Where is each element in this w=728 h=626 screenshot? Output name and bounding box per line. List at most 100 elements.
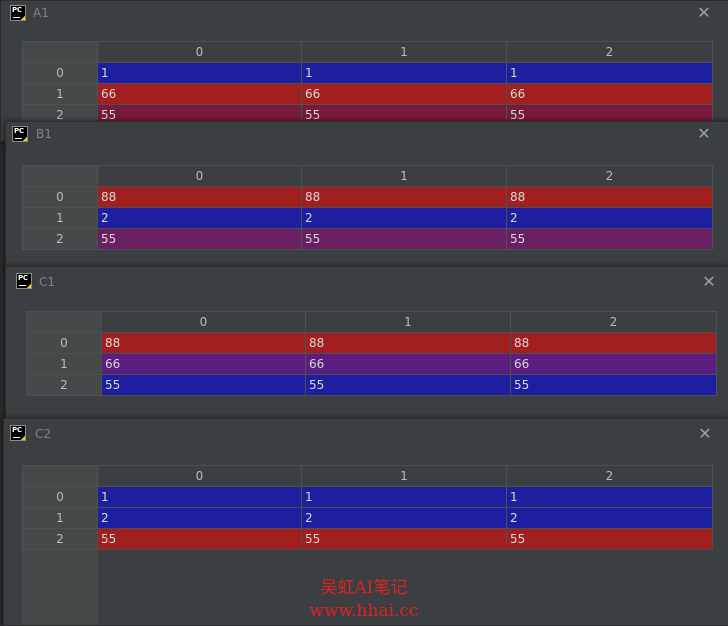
table-cell[interactable]: 66 [305, 353, 511, 375]
table-cell[interactable]: 2 [506, 207, 713, 229]
window-c1[interactable]: PC C1 ✕ 0 1 2 0 88 88 88 1 66 66 66 2 55… [5, 266, 728, 428]
table-cell[interactable]: 1 [97, 62, 302, 84]
close-icon[interactable]: ✕ [697, 124, 711, 143]
window-title: B1 [36, 127, 52, 141]
table-cell[interactable]: 66 [301, 83, 507, 105]
table-row: 1 2 2 2 [22, 507, 713, 529]
column-header[interactable]: 0 [97, 41, 302, 63]
table-cell[interactable]: 2 [301, 207, 507, 229]
table-cell[interactable]: 55 [305, 374, 511, 396]
table-cell[interactable]: 1 [97, 486, 302, 508]
window-b1[interactable]: PC B1 ✕ 0 1 2 0 88 88 88 1 2 2 2 2 55 55… [5, 121, 728, 273]
table-row: 2 55 55 55 [22, 104, 713, 126]
table-cell[interactable]: 1 [301, 62, 507, 84]
table-cell[interactable]: 88 [510, 332, 717, 354]
table-cell[interactable]: 55 [510, 374, 717, 396]
dataframe-table: 0 1 2 0 1 1 1 1 66 66 66 2 55 55 55 [22, 41, 713, 126]
row-index[interactable]: 1 [26, 353, 102, 375]
table-cell[interactable]: 2 [97, 207, 302, 229]
pycharm-logo-icon: PC [10, 5, 26, 21]
table-cell[interactable]: 88 [506, 186, 713, 208]
dataframe-table: 0 1 2 0 88 88 88 1 2 2 2 2 55 55 55 [22, 165, 713, 250]
close-icon[interactable]: ✕ [702, 272, 716, 291]
table-cell[interactable]: 66 [510, 353, 717, 375]
table-cell[interactable]: 55 [506, 104, 713, 126]
row-index[interactable]: 0 [22, 186, 98, 208]
table-row: 2 55 55 55 [26, 374, 717, 396]
table-cell[interactable]: 2 [506, 507, 713, 529]
column-header[interactable]: 1 [301, 465, 507, 487]
table-row: 1 66 66 66 [22, 83, 713, 105]
table-cell[interactable]: 55 [97, 228, 302, 250]
dataframe-table: 0 1 2 0 1 1 1 1 2 2 2 2 55 55 55 [22, 465, 713, 550]
corner-cell [22, 465, 98, 487]
table-cell[interactable]: 88 [97, 186, 302, 208]
window-title: C2 [35, 427, 52, 441]
table-cell[interactable]: 55 [301, 528, 507, 550]
table-cell[interactable]: 88 [101, 332, 306, 354]
row-index[interactable]: 1 [22, 507, 98, 529]
window-c2[interactable]: PC C2 ✕ 0 1 2 0 1 1 1 1 2 2 2 2 55 55 55 [3, 418, 728, 626]
window-titlebar[interactable]: PC B1 ✕ [6, 122, 728, 148]
column-header[interactable]: 0 [97, 165, 302, 187]
close-icon[interactable]: ✕ [697, 3, 711, 22]
column-header[interactable]: 0 [97, 465, 302, 487]
table-cell[interactable]: 55 [97, 528, 302, 550]
pycharm-logo-icon: PC [12, 126, 28, 142]
window-titlebar[interactable]: PC C1 ✕ [6, 267, 728, 293]
column-header[interactable]: 0 [101, 311, 306, 333]
corner-cell [26, 311, 102, 333]
row-index[interactable]: 0 [26, 332, 102, 354]
table-cell[interactable]: 88 [305, 332, 511, 354]
table-cell[interactable]: 55 [97, 104, 302, 126]
table-cell[interactable]: 66 [101, 353, 306, 375]
row-index[interactable]: 1 [22, 207, 98, 229]
window-title: C1 [39, 275, 56, 289]
corner-cell [22, 165, 98, 187]
row-index[interactable]: 2 [26, 374, 102, 396]
table-cell[interactable]: 1 [506, 486, 713, 508]
table-cell[interactable]: 1 [301, 486, 507, 508]
table-cell[interactable]: 55 [506, 228, 713, 250]
column-header[interactable]: 2 [506, 465, 713, 487]
table-row: 0 88 88 88 [26, 332, 717, 354]
column-header[interactable]: 1 [301, 41, 507, 63]
column-header[interactable]: 2 [510, 311, 717, 333]
row-index[interactable]: 0 [22, 486, 98, 508]
table-cell[interactable]: 2 [97, 507, 302, 529]
window-a1[interactable]: PC A1 ✕ 0 1 2 0 1 1 1 1 66 66 66 2 55 55… [0, 0, 728, 142]
table-cell[interactable]: 55 [301, 228, 507, 250]
window-titlebar[interactable]: PC C2 ✕ [4, 419, 728, 445]
window-titlebar[interactable]: PC A1 ✕ [1, 1, 728, 27]
close-icon[interactable]: ✕ [698, 424, 712, 443]
column-header[interactable]: 2 [506, 41, 713, 63]
watermark-line-2: www.hhai.cc [309, 601, 419, 621]
column-header[interactable]: 1 [305, 311, 511, 333]
table-row: 0 1 1 1 [22, 486, 713, 508]
table-row: 2 55 55 55 [22, 228, 713, 250]
pycharm-logo-icon: PC [16, 273, 32, 289]
row-index[interactable]: 2 [22, 104, 98, 126]
watermark-line-1: 吴虹AI笔记 [320, 578, 408, 598]
row-index[interactable]: 2 [22, 528, 98, 550]
table-cell[interactable]: 66 [97, 83, 302, 105]
table-cell[interactable]: 55 [506, 528, 713, 550]
table-empty-area [22, 550, 98, 625]
table-row: 1 66 66 66 [26, 353, 717, 375]
table-cell[interactable]: 88 [301, 186, 507, 208]
table-row: 2 55 55 55 [22, 528, 713, 550]
row-index[interactable]: 1 [22, 83, 98, 105]
table-cell[interactable]: 55 [101, 374, 306, 396]
table-row: 0 1 1 1 [22, 62, 713, 84]
row-index[interactable]: 0 [22, 62, 98, 84]
table-row: 1 2 2 2 [22, 207, 713, 229]
dataframe-table: 0 1 2 0 88 88 88 1 66 66 66 2 55 55 55 [26, 311, 717, 396]
corner-cell [22, 41, 98, 63]
column-header[interactable]: 1 [301, 165, 507, 187]
table-row: 0 88 88 88 [22, 186, 713, 208]
table-cell[interactable]: 66 [506, 83, 713, 105]
table-cell[interactable]: 1 [506, 62, 713, 84]
row-index[interactable]: 2 [22, 228, 98, 250]
column-header[interactable]: 2 [506, 165, 713, 187]
table-cell[interactable]: 2 [301, 507, 507, 529]
